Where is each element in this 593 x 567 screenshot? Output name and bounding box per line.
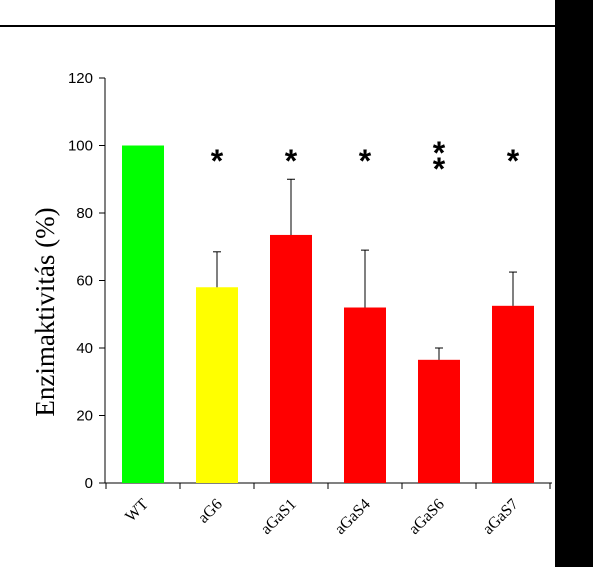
significance-marker-aG6: * — [211, 143, 224, 179]
significance-marker-aGaS6: * — [433, 151, 446, 187]
x-tick-label-aGaS1: aGaS1 — [258, 496, 300, 538]
top-divider-line — [0, 25, 555, 27]
significance-marker-aGaS4: * — [359, 143, 372, 179]
y-tick-label: 80 — [76, 205, 93, 222]
x-tick-label-aGaS4: aGaS4 — [332, 496, 374, 538]
chart-axes — [99, 77, 552, 489]
chart-bars — [122, 145, 534, 483]
x-tick-label-WT: WT — [122, 496, 152, 526]
bar-aGaS1 — [270, 234, 312, 483]
bar-aG6 — [196, 287, 238, 483]
significance-marker-aGaS7: * — [507, 143, 520, 179]
bar-aGaS6 — [418, 359, 460, 483]
x-tick-label-aGaS7: aGaS7 — [480, 496, 522, 538]
y-tick-label: 60 — [76, 273, 93, 290]
y-axis-title: Enzimaktivitás (%) — [30, 207, 60, 416]
y-tick-label: 100 — [68, 138, 93, 155]
y-tick-label: 20 — [76, 408, 93, 425]
bar-aGaS7 — [492, 305, 534, 483]
x-tick-label-aG6: aG6 — [195, 496, 226, 527]
bar-WT — [122, 145, 164, 483]
y-tick-label: 0 — [85, 475, 93, 492]
y-tick-label: 40 — [76, 340, 93, 357]
bar-chart: 020406080100120WT*aG6*aGaS1*aGaS4**aGaS6… — [30, 70, 552, 538]
figure-panel: 0 20 40 60 80 100 120 WT * aG6 * aGaS1 * aGaS4 * * aGaS6… — [0, 0, 555, 567]
significance-marker-aGaS1: * — [285, 143, 298, 179]
bar-aGaS4 — [344, 307, 386, 483]
x-tick-label-aGaS6: aGaS6 — [406, 496, 448, 538]
significance-marker-aGaS6: * — [433, 135, 446, 171]
y-tick-label: 120 — [68, 70, 93, 87]
